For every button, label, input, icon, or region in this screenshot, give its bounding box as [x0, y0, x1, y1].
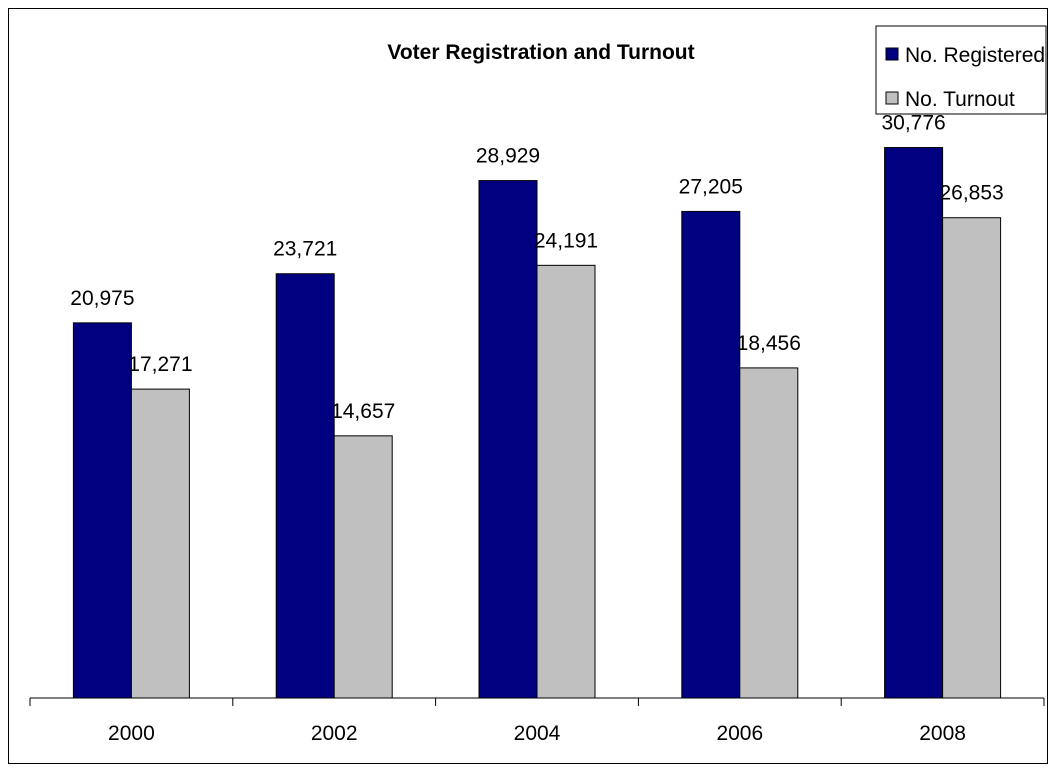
bar-registered-2008	[884, 147, 944, 699]
tick-label-2008: 2008	[919, 722, 966, 745]
tick-label-2000: 2000	[108, 722, 155, 745]
tick-label-2006: 2006	[716, 722, 763, 745]
bars-group	[72, 147, 1002, 699]
data-label-registered-2008: 30,776	[881, 112, 945, 135]
bar-registered-2000	[72, 322, 132, 699]
data-label-registered-2000: 20,975	[70, 287, 134, 310]
data-label-turnout-2002: 14,657	[331, 400, 395, 423]
legend-swatch-registered	[885, 47, 899, 61]
legend: No. Registered No. Turnout	[875, 25, 1047, 115]
x-axis-tick-labels: 2000 2002 2004 2006 2008	[108, 722, 966, 745]
data-label-turnout-2006: 18,456	[737, 332, 801, 355]
bar-turnout-2000	[130, 388, 190, 699]
bar-registered-2006	[681, 210, 741, 699]
data-label-registered-2002: 23,721	[273, 238, 337, 261]
bar-registered-2004	[478, 180, 538, 699]
data-label-turnout-2000: 17,271	[128, 353, 192, 376]
bar-turnout-2006	[739, 367, 799, 699]
data-label-turnout-2008: 26,853	[939, 182, 1003, 205]
bar-turnout-2002	[333, 435, 393, 699]
legend-label-turnout: No. Turnout	[905, 88, 1015, 111]
chart-title: Voter Registration and Turnout	[387, 41, 694, 64]
legend-swatch-turnout	[885, 91, 899, 105]
tick-label-2004: 2004	[514, 722, 561, 745]
legend-label-registered: No. Registered	[905, 44, 1045, 67]
bar-turnout-2008	[942, 217, 1002, 699]
bar-turnout-2004	[536, 264, 596, 699]
data-label-registered-2004: 28,929	[476, 145, 540, 168]
bar-registered-2002	[275, 273, 335, 699]
data-labels-group: 20,975 17,271 23,721 14,657 28,929 24,191 27,2…	[70, 112, 1003, 423]
tick-label-2002: 2002	[311, 722, 358, 745]
data-label-registered-2006: 27,205	[679, 175, 743, 198]
x-axis-ticks	[29, 698, 1045, 706]
data-label-turnout-2004: 24,191	[534, 229, 598, 252]
legend-box	[875, 25, 1047, 115]
